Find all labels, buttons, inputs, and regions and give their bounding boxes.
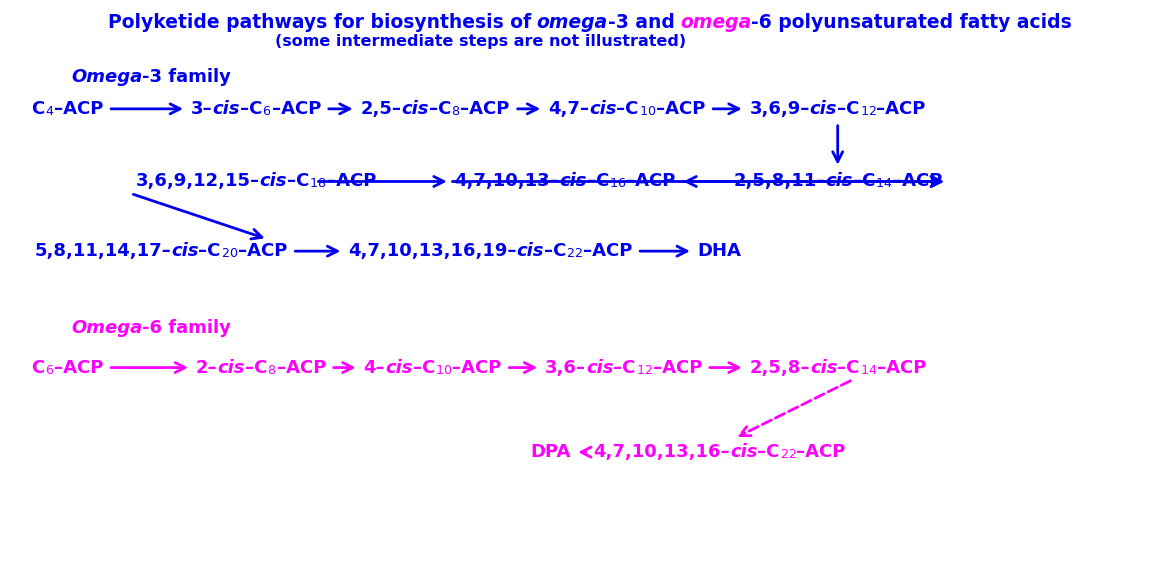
Text: 2,5–: 2,5– [361,100,401,118]
Text: –ACP: –ACP [276,359,326,377]
Text: cis: cis [260,172,287,190]
Text: 5,8,11,14,17–: 5,8,11,14,17– [34,242,172,260]
Text: DHA: DHA [697,242,742,260]
Text: –C: –C [413,359,435,377]
Text: 4,7,10,13,16–: 4,7,10,13,16– [594,443,730,461]
Text: $_{14}$: $_{14}$ [860,359,877,377]
Text: –C: –C [199,242,221,260]
Text: 2,5,8–: 2,5,8– [749,359,810,377]
Text: –ACP: –ACP [796,443,846,461]
Text: $_{18}$: $_{18}$ [309,172,327,190]
Text: –C: –C [245,359,267,377]
Text: –C: –C [240,100,262,118]
Text: –ACP: –ACP [583,242,633,260]
Text: –ACP: –ACP [893,172,942,190]
Text: –ACP: –ACP [452,359,501,377]
Text: cis: cis [810,359,837,377]
Text: –C: –C [429,100,452,118]
Text: (some intermediate steps are not illustrated): (some intermediate steps are not illustr… [275,34,686,48]
Text: –ACP: –ACP [461,100,510,118]
Text: –C: –C [837,359,860,377]
Text: cis: cis [730,443,757,461]
Text: 3–: 3– [191,100,213,118]
Text: 4,7,10,13–: 4,7,10,13– [454,172,560,190]
Text: $_{4}$: $_{4}$ [45,100,54,118]
Text: -3 and: -3 and [608,13,681,32]
Text: -3 family: -3 family [142,68,230,86]
Text: –ACP: –ACP [877,359,927,377]
Text: $_{12}$: $_{12}$ [860,100,876,118]
Text: $_{14}$: $_{14}$ [875,172,893,190]
Text: 4,7–: 4,7– [548,100,589,118]
Text: -6 family: -6 family [142,319,230,337]
Text: –ACP: –ACP [653,359,702,377]
Text: –C: –C [587,172,609,190]
Text: 2–: 2– [196,359,218,377]
Text: –ACP: –ACP [876,100,926,118]
Text: $_{10}$: $_{10}$ [639,100,656,118]
Text: cis: cis [810,100,837,118]
Text: –C: –C [616,100,639,118]
Text: Polyketide pathways for biosynthesis of: Polyketide pathways for biosynthesis of [108,13,537,32]
Text: 3,6,9,12,15–: 3,6,9,12,15– [135,172,260,190]
Text: –ACP: –ACP [626,172,675,190]
Text: Omega: Omega [71,68,142,86]
Text: $_{20}$: $_{20}$ [221,242,239,260]
Text: cis: cis [826,172,853,190]
Text: –C: –C [543,242,566,260]
Text: 3,6–: 3,6– [544,359,586,377]
Text: cis: cis [401,100,429,118]
Text: –C: –C [757,443,780,461]
Text: $_{6}$: $_{6}$ [45,359,54,377]
Text: cis: cis [516,242,543,260]
Text: cis: cis [586,359,614,377]
Text: –ACP: –ACP [656,100,706,118]
Text: cis: cis [589,100,616,118]
Text: -6 polyunsaturated fatty acids: -6 polyunsaturated fatty acids [751,13,1073,32]
Text: 3,6,9–: 3,6,9– [749,100,810,118]
Text: cis: cis [559,172,587,190]
Text: cis: cis [213,100,240,118]
Text: –C: –C [287,172,309,190]
Text: omega: omega [681,13,751,32]
Text: cis: cis [171,242,199,260]
Text: $_{6}$: $_{6}$ [262,100,272,118]
Text: –ACP: –ACP [238,242,287,260]
Text: $_{16}$: $_{16}$ [609,172,627,190]
Text: –C: –C [853,172,875,190]
Text: C: C [32,100,45,118]
Text: cis: cis [218,359,245,377]
Text: –C: –C [614,359,636,377]
Text: 4–: 4– [363,359,385,377]
Text: –C: –C [837,100,860,118]
Text: –ACP: –ACP [54,359,103,377]
Text: $_{10}$: $_{10}$ [435,359,453,377]
Text: –ACP: –ACP [327,172,376,190]
Text: omega: omega [536,13,608,32]
Text: DPA: DPA [530,443,570,461]
Text: –ACP: –ACP [54,100,103,118]
Text: $_{22}$: $_{22}$ [780,443,796,461]
Text: 2,5,8,11–: 2,5,8,11– [734,172,826,190]
Text: Omega: Omega [71,319,142,337]
Text: 4,7,10,13,16,19–: 4,7,10,13,16,19– [348,242,516,260]
Text: cis: cis [385,359,413,377]
Text: $_{8}$: $_{8}$ [267,359,276,377]
Text: $_{12}$: $_{12}$ [636,359,653,377]
Text: $_{8}$: $_{8}$ [452,100,461,118]
Text: $_{22}$: $_{22}$ [566,242,583,260]
Text: C: C [32,359,45,377]
Text: –ACP: –ACP [272,100,321,118]
